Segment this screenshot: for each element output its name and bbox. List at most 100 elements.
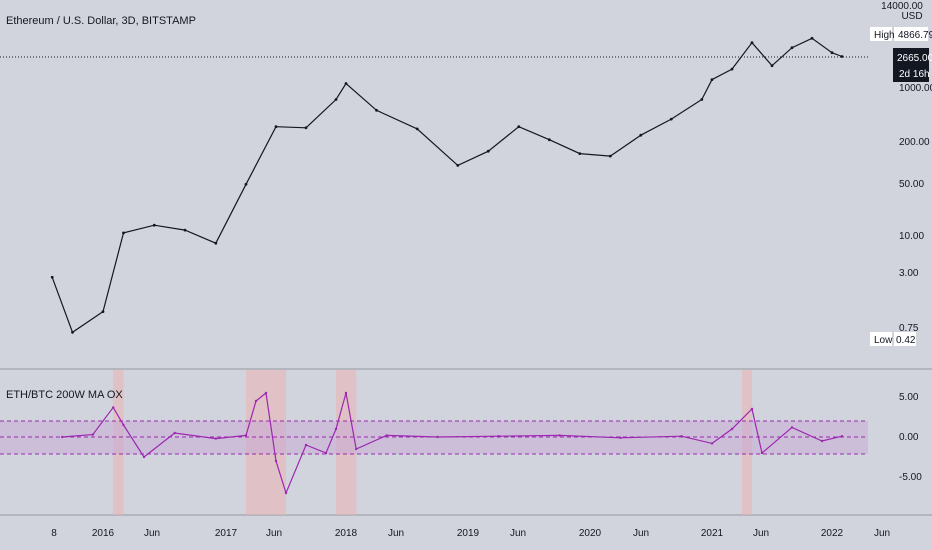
oscillator-point — [254, 399, 258, 403]
price-ticks: 1000.00 200.00 50.00 10.00 3.00 0.75 — [899, 83, 932, 334]
oscillator-point — [710, 442, 714, 445]
price-point — [840, 55, 844, 58]
oscillator-point — [284, 491, 288, 495]
oscillator-point — [730, 427, 734, 431]
oscillator-point — [334, 427, 338, 431]
high-tag-label: High — [874, 30, 895, 41]
price-point — [750, 41, 754, 45]
price-axis[interactable] — [868, 0, 932, 550]
main-pane-title: Ethereum / U.S. Dollar, 3D, BITSTAMP — [6, 15, 196, 27]
low-value-tag — [894, 332, 916, 346]
indicator-title: ETH/BTC 200W MA OX — [6, 389, 123, 401]
time-label: Jun — [753, 528, 769, 539]
price-tick: 200.00 — [899, 137, 930, 148]
low-tag-label: Low — [874, 335, 893, 346]
price-tick: 10.00 — [899, 231, 924, 242]
oscillator-point — [173, 431, 176, 435]
oscillator-tick: -5.00 — [899, 472, 922, 483]
oscillator-point — [61, 435, 64, 439]
high-value-tag — [894, 27, 928, 41]
time-label: Jun — [144, 528, 160, 539]
price-tick: 0.75 — [899, 323, 919, 334]
oscillator-point — [244, 434, 248, 437]
oscillator-point — [820, 439, 824, 443]
oscillator-ticks: 5.00 0.00 -5.00 — [899, 392, 922, 483]
price-point — [183, 228, 187, 232]
time-label: 2017 — [215, 528, 238, 539]
price-point — [50, 275, 54, 279]
oscillator-point — [790, 426, 794, 429]
oscillator-point — [558, 434, 561, 437]
time-label: 2021 — [701, 528, 724, 539]
oscillator-point — [142, 455, 146, 459]
price-point — [344, 82, 348, 85]
price-point — [486, 149, 490, 153]
price-point — [608, 154, 612, 158]
high-tag — [870, 27, 892, 41]
price-tick-top: 14000.00 — [881, 1, 923, 12]
oscillator-point — [760, 451, 764, 455]
price-point — [244, 182, 248, 186]
oscillator-point — [619, 436, 622, 439]
oscillator-point — [750, 407, 754, 411]
price-point — [456, 164, 460, 167]
currency-label: USD — [901, 11, 922, 22]
time-label: 2018 — [335, 528, 358, 539]
price-tick: 50.00 — [899, 179, 924, 190]
time-label: Jun — [510, 528, 526, 539]
price-point — [517, 125, 521, 129]
price-point — [304, 126, 308, 130]
time-label: 2022 — [821, 528, 844, 539]
oscillator-tick: 0.00 — [899, 432, 919, 443]
price-point — [770, 64, 774, 68]
price-point — [152, 223, 156, 227]
price-point — [830, 51, 834, 55]
price-point — [700, 98, 704, 101]
time-label: Jun — [266, 528, 282, 539]
countdown-value: 2d 16h — [899, 69, 930, 80]
oscillator-series[interactable] — [62, 391, 843, 495]
price-tick: 1000.00 — [899, 83, 932, 94]
price-point — [375, 108, 378, 112]
oscillator-point — [304, 443, 308, 447]
time-label: 2020 — [579, 528, 602, 539]
main-pane — [0, 0, 868, 368]
oscillator-point — [91, 433, 95, 436]
high-tag-value: 4866.79 — [898, 30, 932, 41]
time-label: 2016 — [92, 528, 115, 539]
price-point — [274, 125, 278, 129]
price-point — [122, 231, 125, 235]
price-point — [547, 138, 551, 142]
time-label: Jun — [633, 528, 649, 539]
oscillator-point — [324, 451, 328, 455]
price-point — [730, 67, 734, 71]
price-point — [578, 152, 582, 156]
last-price-tag — [893, 48, 929, 82]
low-tag-value: 0.42 — [896, 335, 916, 346]
oscillator-point — [436, 435, 439, 439]
oscillator-point — [355, 447, 358, 451]
price-point — [810, 36, 814, 40]
price-point — [334, 98, 338, 101]
last-price-value: 2665.00 — [897, 53, 932, 64]
oscillator-point — [344, 391, 348, 395]
price-point — [669, 117, 673, 121]
time-label: Jun — [388, 528, 404, 539]
oscillator-point — [385, 434, 388, 437]
oscillator-point — [497, 435, 500, 438]
oscillator-point — [122, 423, 125, 427]
price-point — [790, 46, 794, 50]
oscillator-point — [264, 391, 268, 395]
time-axis[interactable]: 8 2016 Jun 2017 Jun 2018 Jun 2019 Jun 2020 Jun 2021… — [51, 528, 890, 539]
oscillator-tick: 5.00 — [899, 392, 919, 403]
oscillator-point — [680, 435, 683, 438]
price-point — [710, 78, 714, 81]
price-point — [415, 127, 419, 131]
oscillator-point — [274, 459, 278, 463]
oscillator-point — [214, 437, 217, 440]
low-tag — [870, 332, 892, 346]
price-point — [101, 310, 105, 313]
price-point — [214, 241, 218, 245]
time-label: 8 — [51, 528, 57, 539]
